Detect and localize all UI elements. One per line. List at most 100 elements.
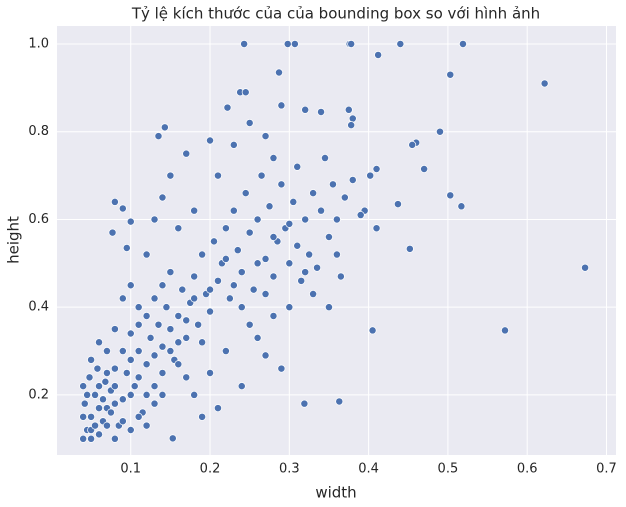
point: [261, 132, 270, 141]
point: [194, 320, 203, 329]
point: [198, 338, 207, 347]
point: [321, 154, 329, 162]
point: [332, 250, 341, 259]
point: [253, 215, 262, 224]
y-tick-label: 0.2: [28, 387, 49, 402]
point: [394, 200, 402, 209]
point: [150, 399, 159, 408]
point: [214, 276, 222, 285]
point: [150, 215, 159, 224]
point: [174, 360, 183, 369]
point: [265, 202, 274, 211]
point: [309, 290, 318, 298]
point: [79, 434, 88, 443]
point: [110, 325, 119, 334]
point: [261, 254, 270, 263]
plot-area: [57, 26, 616, 455]
point: [154, 320, 163, 329]
point: [348, 114, 357, 123]
point: [285, 259, 294, 268]
point: [300, 399, 309, 408]
point: [356, 211, 365, 220]
point: [245, 320, 254, 329]
point: [325, 233, 333, 241]
point: [405, 244, 414, 253]
point: [229, 140, 238, 149]
y-tick-label: 1.0: [28, 36, 49, 51]
point: [317, 108, 325, 116]
point: [190, 272, 199, 281]
y-tick-label: 0.4: [28, 300, 49, 315]
point: [87, 355, 96, 364]
x-tick-label: 0.5: [438, 462, 459, 477]
point: [301, 105, 310, 114]
point: [150, 382, 159, 391]
point: [344, 105, 353, 114]
point: [305, 250, 314, 259]
point: [158, 390, 167, 399]
point: [150, 351, 159, 360]
point: [166, 171, 175, 180]
point: [283, 40, 292, 48]
point: [95, 404, 103, 413]
point: [436, 127, 444, 136]
point: [150, 294, 159, 303]
point: [257, 171, 266, 180]
point: [174, 224, 183, 233]
point: [225, 294, 234, 303]
point: [85, 373, 94, 382]
point: [103, 369, 111, 377]
point: [210, 237, 218, 246]
point: [277, 180, 286, 189]
point: [198, 250, 207, 259]
point: [190, 294, 199, 303]
point: [261, 351, 270, 360]
point: [233, 246, 242, 255]
point: [110, 364, 119, 373]
point: [396, 40, 405, 48]
point: [229, 206, 238, 215]
point: [289, 197, 298, 206]
point: [297, 276, 306, 285]
point: [241, 189, 250, 198]
point: [130, 382, 139, 391]
point: [221, 254, 230, 263]
x-tick-label: 0.3: [279, 462, 300, 477]
point: [237, 303, 246, 312]
point: [293, 162, 302, 171]
point: [110, 197, 119, 206]
point: [446, 70, 455, 79]
point: [237, 268, 246, 277]
point: [158, 281, 167, 290]
point: [142, 311, 151, 320]
point: [160, 123, 169, 132]
point: [501, 326, 509, 335]
point: [347, 121, 356, 130]
point: [101, 377, 110, 386]
point: [87, 412, 96, 421]
point: [240, 40, 249, 48]
point: [290, 40, 299, 48]
point: [182, 316, 191, 325]
point: [126, 281, 135, 290]
point: [182, 373, 191, 382]
point: [229, 281, 238, 290]
x-tick-label: 0.2: [200, 462, 221, 477]
point: [79, 412, 88, 421]
point: [126, 390, 135, 399]
point: [325, 303, 333, 312]
point: [95, 338, 103, 347]
point: [154, 132, 163, 141]
point: [134, 303, 143, 312]
point: [134, 412, 143, 421]
point: [540, 79, 549, 88]
point: [348, 176, 357, 184]
point: [110, 399, 119, 408]
point: [83, 390, 92, 399]
point: [249, 285, 258, 294]
point: [301, 268, 310, 277]
point: [95, 430, 103, 439]
point: [446, 191, 455, 200]
point: [126, 426, 135, 434]
